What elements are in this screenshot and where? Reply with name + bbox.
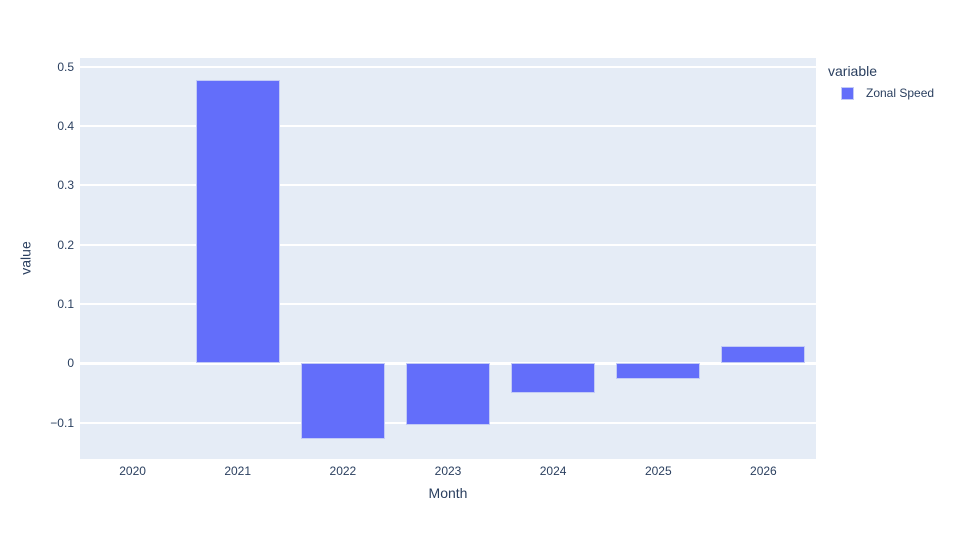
legend-item-zonal-speed[interactable]: Zonal Speed: [828, 87, 934, 100]
x-tick-label: 2024: [539, 464, 567, 478]
legend-swatch-icon: [841, 87, 854, 100]
y-tick-label: −0.1: [50, 415, 74, 430]
gridline: [80, 243, 816, 246]
gridline: [80, 184, 816, 187]
x-axis-title: Month: [428, 485, 468, 501]
x-tick-label: 2026: [750, 464, 777, 478]
plot-area: [80, 58, 816, 459]
bar-2024[interactable]: [511, 363, 596, 394]
y-tick-label: 0.3: [57, 178, 74, 193]
x-tick-label: 2022: [329, 464, 357, 478]
gridline: [80, 65, 816, 68]
bar-2025[interactable]: [616, 363, 701, 379]
y-tick-label: 0.5: [57, 59, 74, 74]
bar-2021[interactable]: [195, 79, 280, 364]
bar-2023[interactable]: [406, 363, 490, 426]
x-tick-label: 2023: [434, 464, 462, 478]
legend: variable Zonal Speed: [828, 63, 934, 100]
y-tick-label: 0: [67, 356, 74, 371]
y-tick-label: 0.1: [57, 297, 74, 312]
x-tick-label: 2020: [119, 464, 146, 478]
x-tick-label: 2021: [224, 464, 252, 478]
y-tick-label: 0.4: [57, 119, 74, 133]
bar-2026[interactable]: [721, 346, 806, 364]
legend-title: variable: [828, 63, 878, 79]
x-tick-label: 2025: [644, 464, 672, 478]
gridline: [80, 125, 816, 127]
gridline: [80, 303, 816, 306]
y-axis-title: value: [17, 241, 34, 275]
y-tick-label: 0.2: [57, 237, 74, 252]
bar-2022[interactable]: [300, 363, 385, 440]
legend-item-label: Zonal Speed: [866, 86, 935, 100]
